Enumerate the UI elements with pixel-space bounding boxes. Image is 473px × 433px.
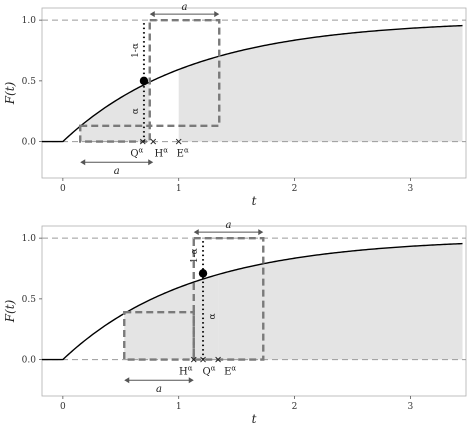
y-tick-label-2: 1.0 — [22, 234, 37, 244]
one-minus-alpha-label: 1-α — [131, 43, 141, 58]
marker-x-2 — [215, 356, 221, 363]
panel-bottom: 1-α α Hα Qα Eα a a 0 1 2 3 0.0 0.5 1.0 t F(t) — [3, 220, 467, 426]
marker-label-2: Eα — [177, 147, 189, 160]
x-tick-label-0: 0 — [60, 184, 66, 194]
y-tick-label-0: 0.0 — [22, 138, 37, 148]
y-tick-label-1: 0.5 — [22, 295, 37, 305]
y-tick-label-0: 0.0 — [22, 356, 37, 366]
x-axis-label: t — [252, 194, 257, 208]
marker-x-2 — [175, 138, 182, 145]
marker-x-1 — [200, 356, 206, 363]
arrow-head-right-1 — [188, 377, 194, 384]
shaded-area-1 — [218, 243, 463, 360]
y-tick-label-2: 1.0 — [22, 16, 37, 26]
marker-x-1 — [150, 138, 157, 145]
quantile-point — [198, 269, 208, 278]
x-tick-label-1: 1 — [176, 184, 182, 194]
y-tick-label-1: 0.5 — [22, 77, 37, 87]
x-axis-label: t — [252, 412, 257, 426]
alpha-label: α — [131, 108, 141, 114]
x-tick-label-2: 2 — [292, 184, 298, 194]
marker-label-0: Qα — [130, 147, 143, 160]
marker-label-1: Qα — [203, 365, 216, 378]
shaded-area-1 — [178, 25, 463, 142]
arrow-head-right-1 — [148, 159, 154, 166]
arrow-head-right-0 — [258, 229, 264, 236]
x-tick-label-2: 2 — [292, 402, 298, 412]
dashed-box-1 — [148, 18, 221, 127]
dashed-box-0 — [79, 124, 151, 143]
panel-top: 1-α α Qα Hα Eα a a 0 1 2 3 0.0 0.5 1.0 t F(t) — [3, 2, 467, 208]
x-tick-label-0: 0 — [60, 402, 66, 412]
y-axis-label: F(t) — [3, 81, 17, 105]
quantile-point — [139, 76, 149, 86]
one-minus-alpha-label: 1-α — [190, 248, 200, 263]
cdf-curve — [42, 242, 463, 361]
x-tick-label-3: 3 — [408, 184, 414, 194]
x-tick-label-3: 3 — [408, 402, 414, 412]
arrow-head-left-1 — [80, 159, 86, 166]
arrow-label-0: a — [182, 2, 188, 13]
marker-x-0 — [139, 138, 146, 145]
arrow-head-right-0 — [214, 11, 220, 18]
marker-label-1: Hα — [154, 147, 168, 160]
marker-label-2: Eα — [224, 365, 236, 378]
dashed-box-0 — [123, 311, 195, 361]
plot-frame — [41, 7, 467, 179]
y-axis-label: F(t) — [3, 299, 17, 323]
alpha-label: α — [208, 313, 218, 319]
dashed-box-1 — [192, 236, 265, 361]
marker-label-0: Hα — [179, 365, 193, 378]
arrow-label-1: a — [156, 384, 162, 395]
arrow-label-1: a — [114, 166, 120, 177]
plot-frame — [41, 225, 467, 397]
arrow-head-left-1 — [124, 377, 130, 384]
x-tick-label-1: 1 — [176, 402, 182, 412]
marker-x-0 — [190, 356, 197, 363]
arrow-head-left-0 — [193, 229, 199, 236]
cdf-curve — [42, 24, 463, 143]
arrow-label-0: a — [226, 220, 232, 231]
arrow-head-left-0 — [149, 11, 155, 18]
